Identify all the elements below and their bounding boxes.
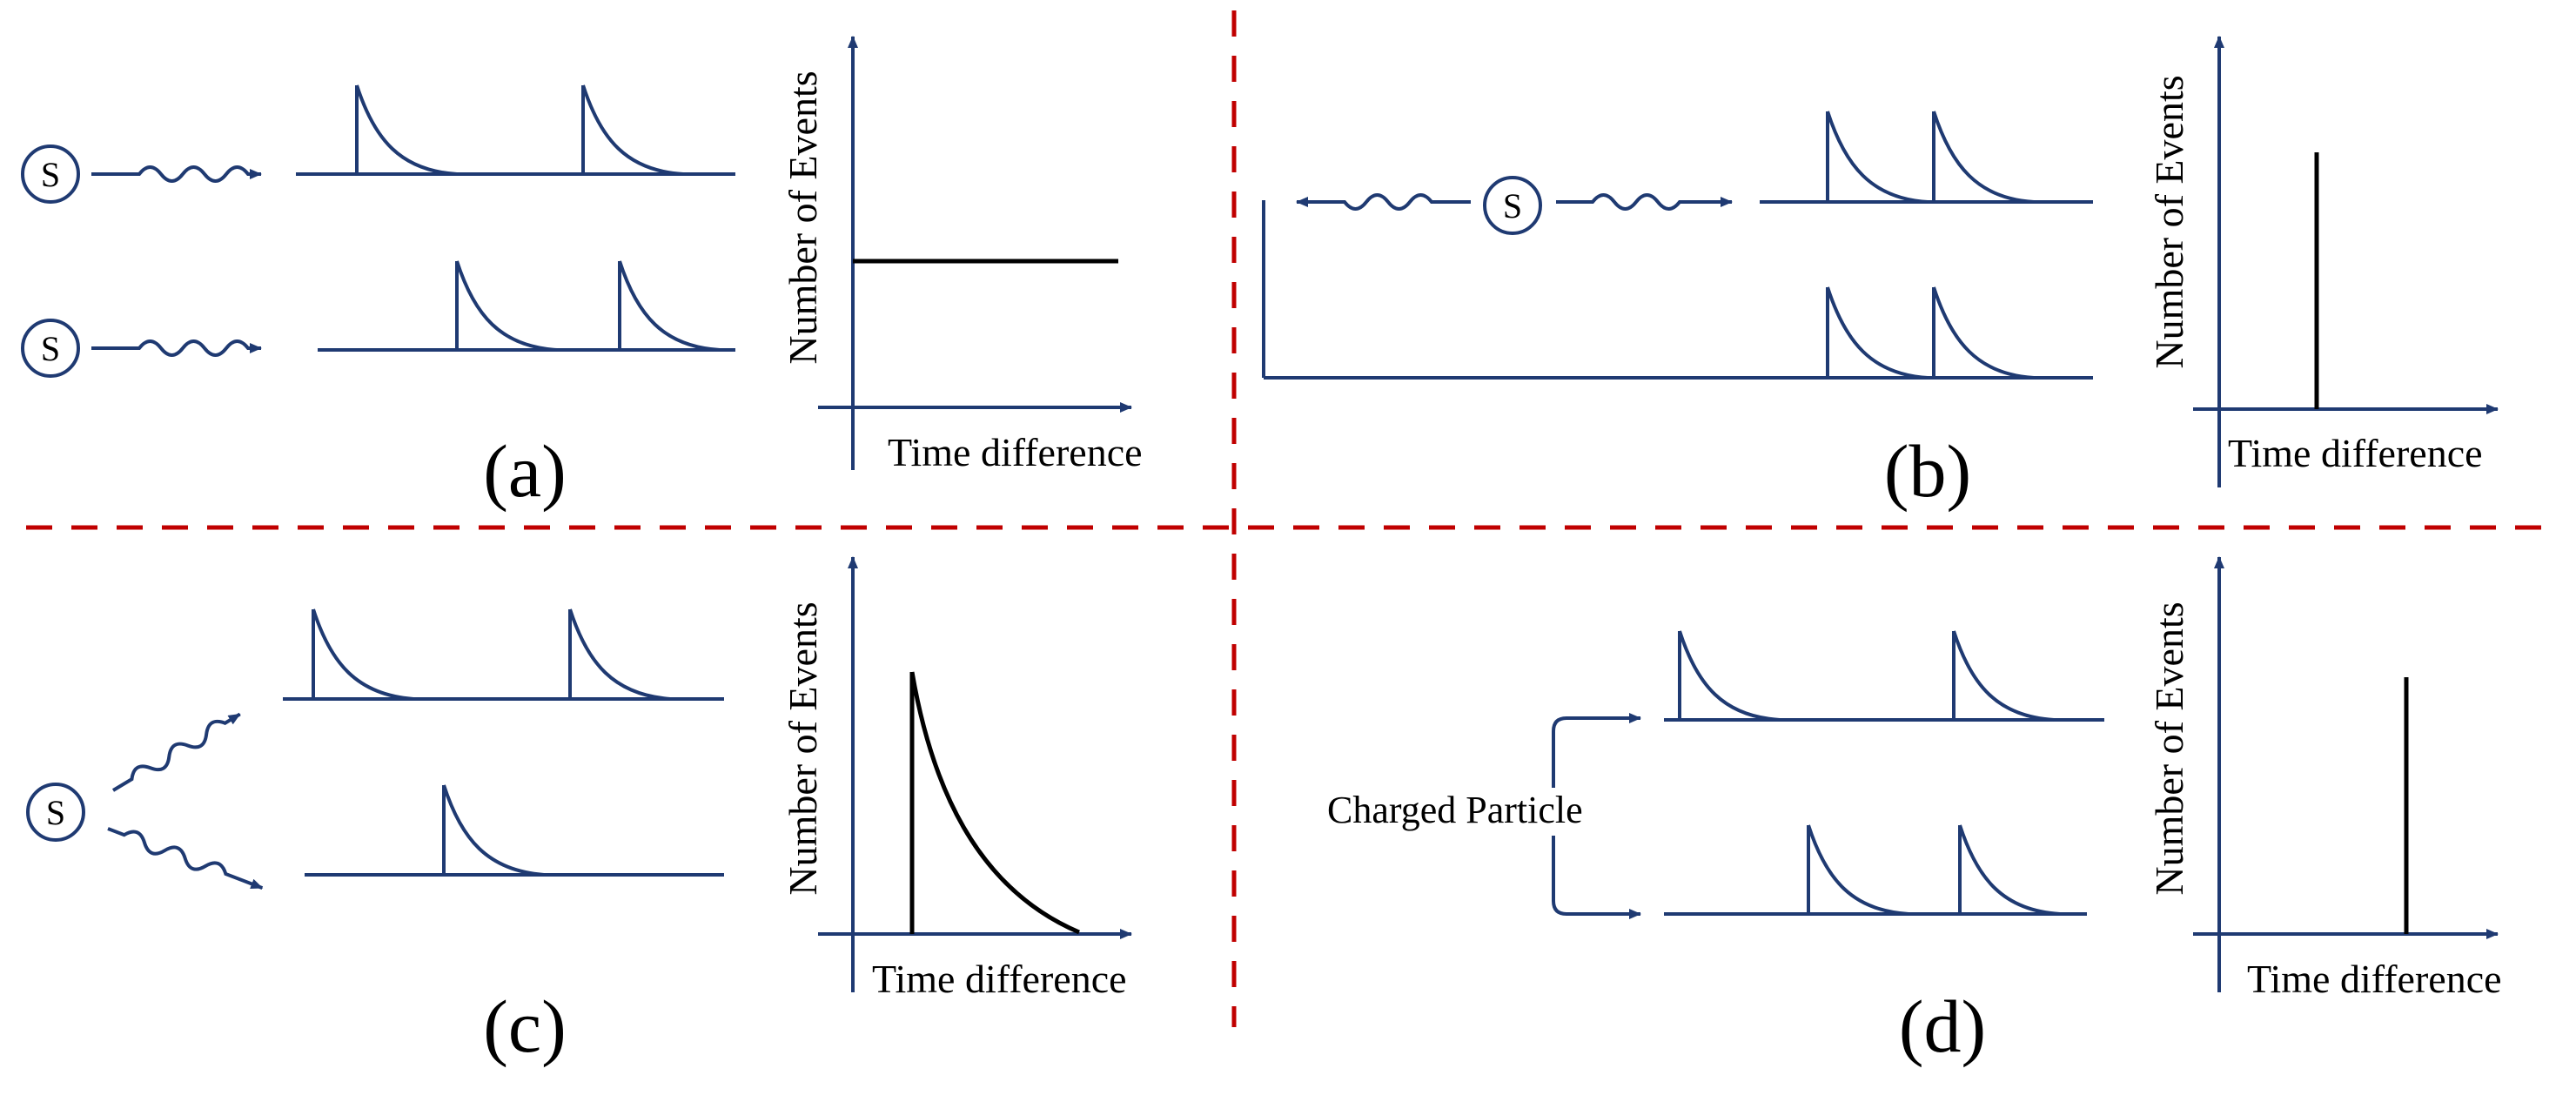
panel-b: S Number of Events Time difference (b) [1262, 36, 2499, 513]
panel-a: S S Number of Event [21, 36, 1143, 513]
x-axis-label: Time difference [888, 430, 1143, 474]
signal-trace [318, 260, 735, 352]
panel-c: S Number of Events [26, 556, 1132, 1068]
panel-label: (a) [483, 429, 566, 513]
x-axis-label: Time difference [2228, 431, 2483, 475]
y-axis-label: Number of Events [2147, 601, 2191, 895]
signal-trace [1664, 824, 2087, 916]
y-axis-label: Number of Events [781, 601, 825, 895]
signal-trace [1664, 630, 2104, 722]
source-symbol: S [41, 155, 60, 194]
x-axis-label: Time difference [2247, 957, 2502, 1001]
panel-d: Charged Particle Number of Events Time d… [1327, 556, 2502, 1068]
source-icon: S [21, 319, 80, 378]
histogram-axes [2193, 556, 2499, 992]
bracket-arrow-up [1552, 713, 1641, 788]
panel-label: (d) [1899, 984, 1986, 1068]
charged-particle-label: Charged Particle [1327, 789, 1583, 831]
signal-trace [296, 84, 735, 176]
signal-trace [1826, 286, 2035, 380]
photon-wave-icon [1296, 193, 1471, 211]
photon-wave-icon [111, 712, 241, 792]
bracket-arrow-down [1552, 836, 1641, 919]
y-axis-label: Number of Events [2147, 75, 2191, 368]
photon-wave-icon [91, 339, 262, 357]
signal-trace [283, 608, 724, 701]
source-symbol: S [46, 793, 65, 832]
panel-label: (b) [1884, 429, 1971, 513]
histogram-axes [2193, 36, 2499, 487]
photon-wave-icon [107, 827, 264, 890]
signal-trace [1760, 111, 2093, 204]
source-icon: S [26, 783, 85, 842]
histogram-axes [818, 36, 1132, 470]
source-symbol: S [1503, 186, 1522, 225]
signal-trace [305, 784, 724, 877]
histogram-axes [818, 556, 1132, 992]
photon-wave-icon [91, 165, 262, 183]
photon-wave-icon [1556, 193, 1733, 211]
source-symbol: S [41, 329, 60, 368]
x-axis-label: Time difference [872, 957, 1127, 1001]
histogram-decay-curve [909, 671, 1080, 935]
source-icon: S [21, 144, 80, 204]
y-axis-label: Number of Events [781, 71, 825, 364]
panel-label: (c) [483, 984, 566, 1068]
source-icon: S [1483, 176, 1542, 235]
